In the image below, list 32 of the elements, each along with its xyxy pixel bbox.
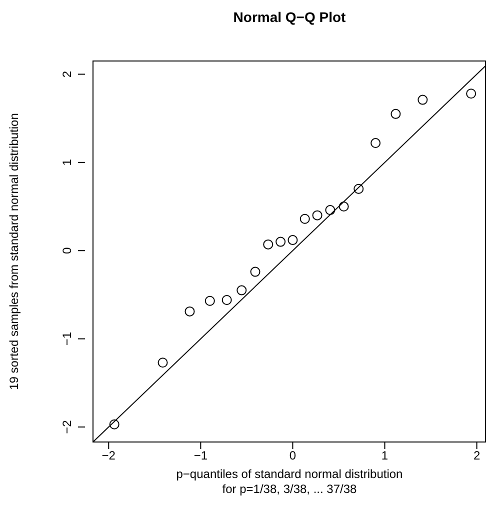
y-tick-label: −2 [60,420,74,434]
point [418,94,428,105]
point [236,285,247,296]
point [312,210,322,220]
chart-title: Normal Q−Q Plot [232,9,347,25]
point [276,236,286,247]
point [250,266,260,277]
x-tick-label: 1 [381,448,388,463]
x-axis-title: p−quantiles of standard normal distribution for p=1/38, 3/38, ... 37/38 [176,467,403,496]
point [338,202,349,212]
y-tick-label: 0 [60,246,74,254]
x-tick-label: −1 [194,448,208,463]
point [300,214,310,224]
point [466,88,476,99]
point [370,138,381,148]
point [288,235,298,246]
point [204,296,215,306]
point [263,239,274,250]
x-tick-label: 0 [289,448,296,463]
y-axis-title: 19 sorted samples from standard normal distribution [7,113,22,390]
y-tick-label: 1 [60,158,74,166]
point [158,358,168,368]
point [390,108,401,119]
point [354,184,364,194]
point [109,419,120,430]
x-tick-label: −2 [102,448,116,463]
point [184,306,195,316]
y-tick-label: 2 [60,70,74,78]
y-tick-label: −1 [60,332,74,346]
x-tick-label: 2 [473,448,480,463]
point [222,295,232,306]
point [325,205,336,216]
